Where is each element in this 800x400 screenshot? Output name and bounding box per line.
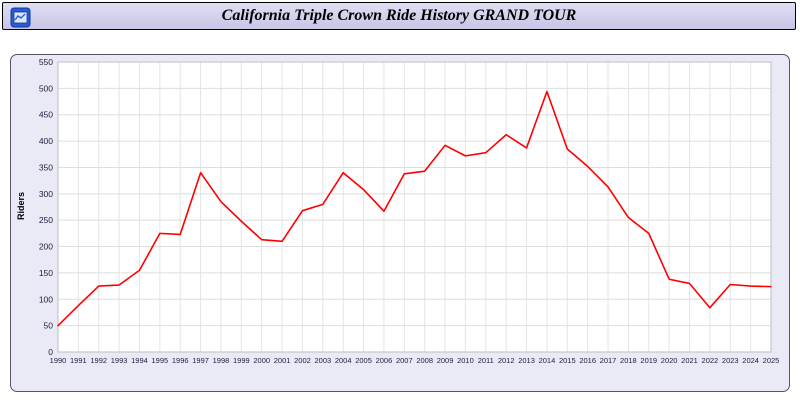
x-tick-label: 2007 — [396, 356, 413, 365]
x-tick-label: 2020 — [661, 356, 678, 365]
x-tick-label: 2018 — [620, 356, 637, 365]
x-tick-label: 1999 — [233, 356, 250, 365]
window-titlebar: California Triple Crown Ride History GRA… — [2, 2, 796, 30]
y-tick-label: 500 — [39, 83, 53, 93]
chart-panel: Riders 1990 1991 1992 1993 1994 1995 1996 1997 1… — [10, 54, 790, 392]
x-tick-label: 2005 — [355, 356, 372, 365]
y-tick-label: 200 — [39, 242, 53, 252]
x-tick-label: 1997 — [192, 356, 209, 365]
x-tick-label: 2009 — [437, 356, 454, 365]
y-tick-label: 100 — [39, 294, 53, 304]
x-tick-label: 1993 — [111, 356, 128, 365]
x-tick-label: 2003 — [314, 356, 331, 365]
x-tick-label: 1995 — [152, 356, 169, 365]
y-tick-label: 550 — [39, 57, 53, 67]
x-tick-label: 1996 — [172, 356, 189, 365]
y-tick-label: 450 — [39, 110, 53, 120]
x-tick-label: 2002 — [294, 356, 311, 365]
x-tick-label: 1990 — [50, 356, 67, 365]
x-tick-label: 2013 — [518, 356, 535, 365]
x-tick-label: 2025 — [763, 356, 780, 365]
y-tick-label: 0 — [48, 347, 53, 357]
y-tick-label: 400 — [39, 136, 53, 146]
x-tick-label: 2012 — [498, 356, 515, 365]
y-tick-label: 350 — [39, 162, 53, 172]
x-tick-label: 2024 — [742, 356, 759, 365]
y-tick-label: 50 — [44, 321, 54, 331]
x-tick-label: 2010 — [457, 356, 474, 365]
y-tick-label: 250 — [39, 215, 53, 225]
x-tick-label: 1992 — [90, 356, 107, 365]
x-tick-label: 1991 — [70, 356, 87, 365]
x-tick-label: 1994 — [131, 356, 148, 365]
x-tick-label: 2004 — [335, 356, 352, 365]
plot-area — [57, 61, 772, 353]
x-tick-label: 2022 — [702, 356, 719, 365]
x-tick-label: 2008 — [416, 356, 433, 365]
x-tick-label: 2015 — [559, 356, 576, 365]
riders-series-line — [57, 90, 772, 327]
x-tick-label: 2023 — [722, 356, 739, 365]
y-tick-label: 300 — [39, 189, 53, 199]
x-tick-label: 2000 — [253, 356, 270, 365]
x-tick-label: 2011 — [478, 356, 494, 365]
line-chart: 1990 1991 1992 1993 1994 1995 1996 1997 1998 1999… — [39, 57, 780, 365]
page-title: California Triple Crown Ride History GRA… — [221, 7, 577, 24]
x-tick-label: 2017 — [600, 356, 617, 365]
x-tick-label: 2019 — [640, 356, 657, 365]
x-tick-label: 2006 — [376, 356, 393, 365]
x-tick-label: 2014 — [539, 356, 556, 365]
x-tick-label: 2001 — [274, 356, 291, 365]
x-tick-label: 2021 — [681, 356, 698, 365]
window-icon — [10, 7, 31, 28]
y-tick-label: 150 — [39, 268, 53, 278]
x-tick-label: 1998 — [213, 356, 230, 365]
x-tick-label: 2016 — [579, 356, 596, 365]
